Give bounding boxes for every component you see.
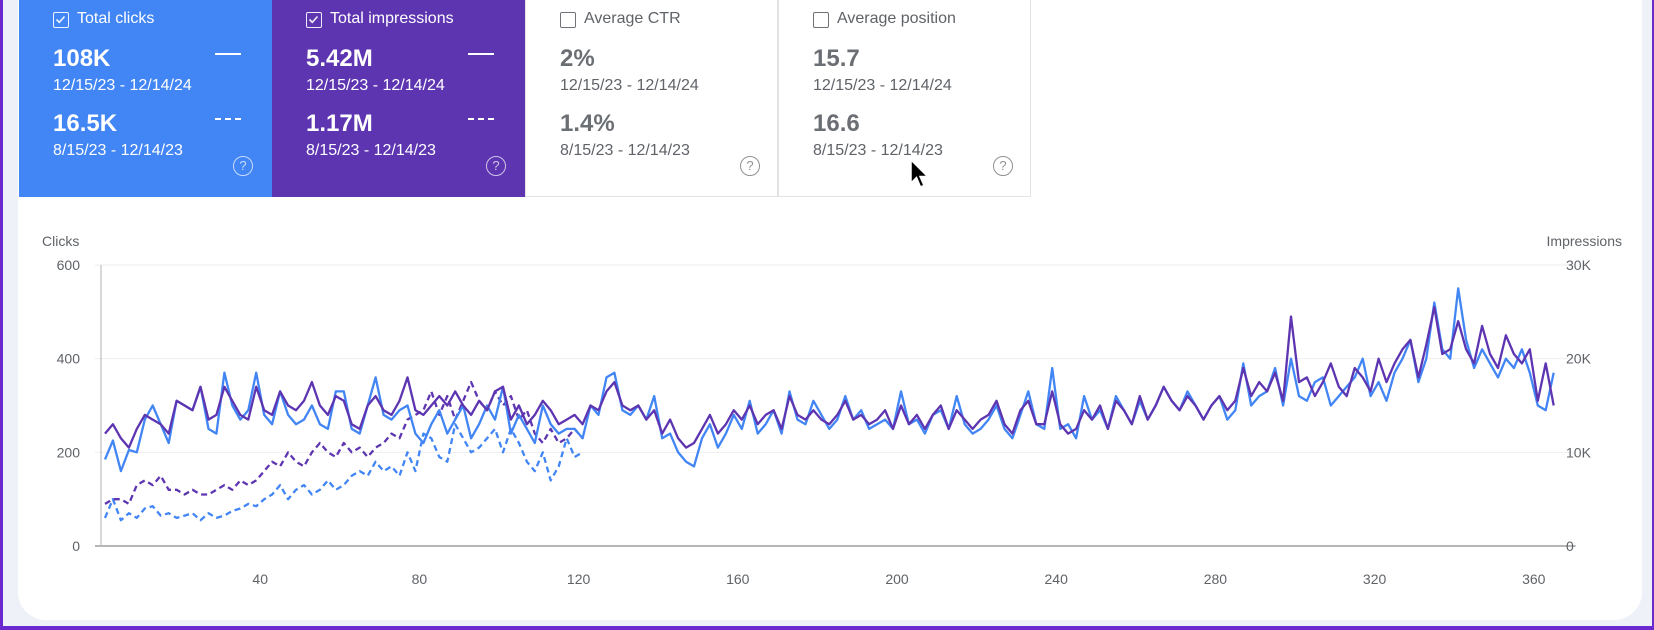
total-clicks-checkbox[interactable]: [53, 12, 69, 28]
metric-title: Total impressions: [330, 10, 454, 27]
metric-range-previous: 8/15/23 - 12/14/23: [813, 142, 943, 159]
metric-range-current: 12/15/23 - 12/14/24: [560, 77, 699, 94]
average-position-checkbox[interactable]: [813, 12, 829, 28]
mouse-cursor-icon: [910, 158, 930, 188]
metric-card-average-position[interactable]: Average position 15.7 12/15/23 - 12/14/2…: [778, 0, 1031, 197]
average-ctr-checkbox[interactable]: [560, 12, 576, 28]
x-tick-label: 120: [567, 571, 591, 587]
metric-card-total-clicks[interactable]: Total clicks 108K 12/15/23 - 12/14/24 16…: [19, 0, 272, 197]
metric-value-current: 2%: [560, 45, 595, 72]
metric-value-current: 5.42M: [306, 45, 373, 72]
dashed-line-legend-icon: [215, 118, 241, 120]
right-y-tick-label: 20K: [1566, 351, 1592, 367]
metric-title: Average CTR: [584, 10, 681, 27]
help-icon[interactable]: ?: [740, 156, 760, 176]
metric-range-previous: 8/15/23 - 12/14/23: [53, 142, 183, 159]
x-tick-label: 160: [726, 571, 750, 587]
metric-value-previous: 1.4%: [560, 110, 615, 137]
series-line-impressions-previous: [104, 380, 584, 506]
series-line-clicks-previous: [103, 423, 584, 522]
right-y-tick-label: 30K: [1566, 257, 1592, 273]
window-border-right: [1652, 0, 1654, 630]
metric-range-previous: 8/15/23 - 12/14/23: [560, 142, 690, 159]
right-y-tick-label: 0: [1566, 538, 1574, 554]
checkmark-icon: [55, 15, 66, 24]
x-tick-label: 360: [1522, 571, 1546, 587]
window-border-left: [0, 0, 3, 630]
metric-range-current: 12/15/23 - 12/14/24: [53, 77, 192, 94]
left-y-tick-label: 0: [72, 538, 80, 554]
help-icon[interactable]: ?: [486, 156, 506, 176]
right-y-tick-label: 10K: [1566, 444, 1592, 460]
x-tick-label: 320: [1363, 571, 1387, 587]
window-border-bottom: [0, 626, 1654, 630]
help-icon[interactable]: ?: [233, 156, 253, 176]
x-tick-label: 40: [252, 571, 268, 587]
solid-line-legend-icon: [468, 53, 494, 55]
metric-value-previous: 16.5K: [53, 110, 118, 137]
x-tick-label: 280: [1204, 571, 1228, 587]
x-tick-label: 200: [885, 571, 909, 587]
metric-title: Total clicks: [77, 10, 155, 27]
solid-line-legend-icon: [215, 53, 241, 55]
metric-range-current: 12/15/23 - 12/14/24: [306, 77, 445, 94]
right-axis-title: Impressions: [1546, 233, 1622, 249]
help-icon[interactable]: ?: [993, 156, 1013, 176]
metric-card-average-ctr[interactable]: Average CTR 2% 12/15/23 - 12/14/24 1.4% …: [525, 0, 778, 197]
metric-range-previous: 8/15/23 - 12/14/23: [306, 142, 436, 159]
metric-value-previous: 1.17M: [306, 110, 373, 137]
total-impressions-checkbox[interactable]: [306, 12, 322, 28]
metric-title: Average position: [837, 10, 956, 27]
metric-card-total-impressions[interactable]: Total impressions 5.42M 12/15/23 - 12/14…: [272, 0, 525, 197]
series-line-impressions-current: [104, 305, 1555, 449]
left-y-tick-label: 200: [57, 444, 81, 460]
metric-range-current: 12/15/23 - 12/14/24: [813, 77, 952, 94]
metric-value-current: 108K: [53, 45, 111, 72]
checkmark-icon: [308, 15, 319, 24]
left-y-tick-label: 600: [57, 257, 81, 273]
dashed-line-legend-icon: [468, 118, 494, 120]
left-y-tick-label: 400: [57, 351, 81, 367]
x-tick-label: 80: [412, 571, 428, 587]
x-tick-label: 240: [1045, 571, 1069, 587]
left-axis-title: Clicks: [42, 233, 80, 249]
metric-value-previous: 16.6: [813, 110, 860, 137]
metric-value-current: 15.7: [813, 45, 860, 72]
